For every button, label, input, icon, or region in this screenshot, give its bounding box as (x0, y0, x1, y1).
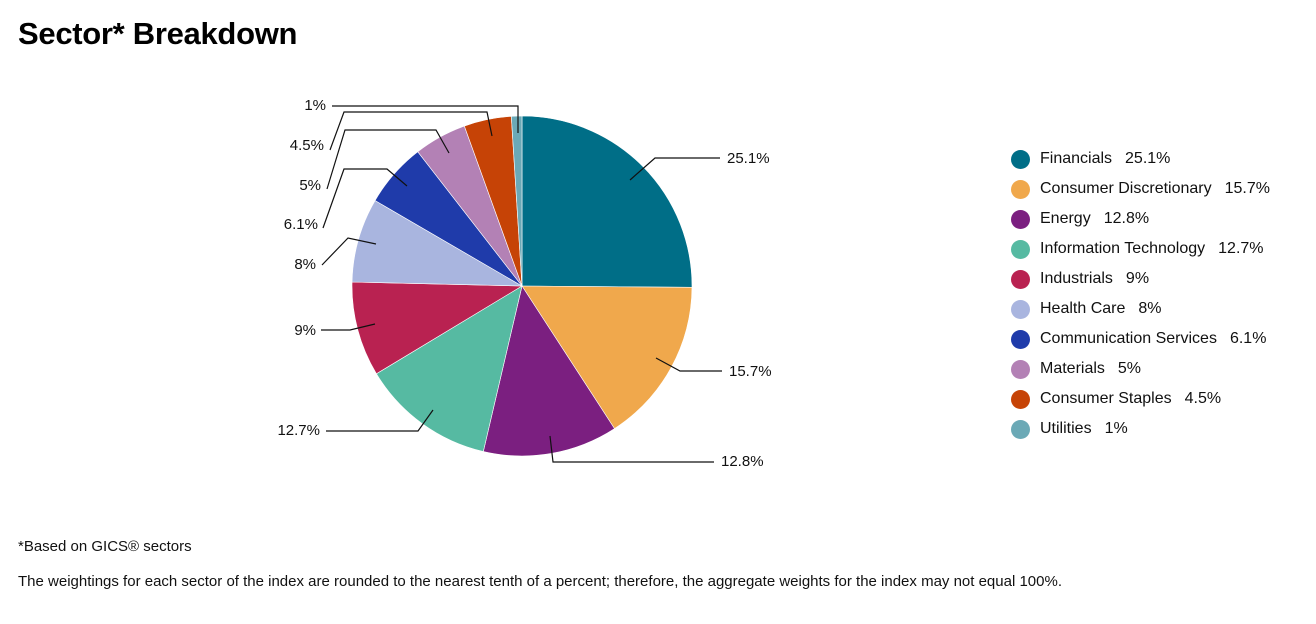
callout-label: 4.5% (290, 137, 324, 154)
legend-swatch-icon (1011, 209, 1030, 229)
callout-leader-line (629, 157, 720, 181)
legend-item-communication-services: Communication Services 6.1% (1011, 324, 1270, 354)
legend-swatch-icon (1011, 329, 1030, 349)
callout-label: 6.1% (284, 216, 318, 233)
legend-value: 6.1% (1229, 330, 1267, 347)
chart-legend: Financials 25.1% Consumer Discretionary 15.… (1011, 144, 1270, 444)
legend-value: 5% (1117, 360, 1142, 377)
legend-label: Financials (1040, 150, 1113, 167)
legend-item-information-technology: Information Technology 12.7% (1011, 234, 1270, 264)
callout-label: 12.7% (277, 422, 320, 439)
legend-label: Industrials (1040, 270, 1113, 287)
callout-label: 15.7% (729, 363, 772, 380)
legend-label: Utilities (1040, 420, 1092, 437)
legend-swatch-icon (1011, 149, 1030, 169)
callout-leader-line (329, 111, 493, 151)
callout-leader-line (322, 168, 408, 229)
legend-label: Communication Services (1040, 330, 1217, 347)
callout-leader-line (326, 129, 450, 190)
legend-label: Materials (1040, 360, 1105, 377)
legend-swatch-icon (1011, 239, 1030, 259)
legend-value: 1% (1104, 420, 1128, 437)
legend-value: 25.1% (1125, 150, 1171, 167)
legend-label: Energy (1040, 210, 1091, 227)
legend-swatch-icon (1011, 359, 1030, 379)
legend-value: 12.7% (1218, 240, 1264, 257)
legend-item-financials: Financials 25.1% (1011, 144, 1270, 174)
legend-value: 15.7% (1224, 180, 1270, 197)
legend-value: 4.5% (1184, 390, 1222, 407)
legend-item-industrials: Industrials 9% (1011, 264, 1270, 294)
footnote-gics: *Based on GICS® sectors (18, 538, 192, 555)
page-title: Sector* Breakdown (18, 16, 298, 51)
legend-swatch-icon (1011, 299, 1030, 319)
legend-label: Health Care (1040, 300, 1126, 317)
callout-label: 1% (304, 97, 326, 114)
legend-value: 12.8% (1103, 210, 1150, 227)
legend-value: 9% (1125, 270, 1150, 287)
legend-item-utilities: Utilities 1% (1011, 414, 1270, 444)
legend-swatch-icon (1011, 269, 1030, 289)
callout-leader-line (549, 435, 714, 463)
callout-label: 5% (299, 177, 321, 194)
footnote-rounding: The weightings for each sector of the in… (18, 573, 1062, 590)
legend-item-health-care: Health Care 8% (1011, 294, 1270, 324)
legend-label: Information Technology (1040, 240, 1206, 257)
pie-slice-industrials (351, 281, 524, 375)
pie-slice-utilities (510, 115, 523, 287)
legend-item-energy: Energy 12.8% (1011, 204, 1270, 234)
legend-swatch-icon (1011, 179, 1030, 199)
callout-leader-line (655, 357, 722, 372)
callout-leader-line (321, 237, 377, 266)
callout-label: 25.1% (727, 150, 770, 167)
callout-leader-line (326, 409, 434, 432)
pie-slice-consumer-discretionary (521, 285, 693, 430)
callout-label: 8% (294, 256, 316, 273)
callout-leader-line (321, 323, 376, 331)
callout-label: 12.8% (721, 453, 764, 470)
pie-slice-energy (482, 285, 615, 457)
legend-value: 8% (1138, 300, 1162, 317)
pie-slices (351, 115, 693, 457)
legend-label: Consumer Staples (1040, 390, 1172, 407)
legend-item-materials: Materials 5% (1011, 354, 1270, 384)
legend-swatch-icon (1011, 419, 1030, 439)
callout-leader-line (332, 105, 519, 133)
legend-item-consumer-discretionary: Consumer Discretionary 15.7% (1011, 174, 1270, 204)
legend-item-consumer-staples: Consumer Staples 4.5% (1011, 384, 1270, 414)
legend-label: Consumer Discretionary (1040, 180, 1212, 197)
pie-callouts: 25.1% 15.7% 12.8% 12.7% 9% 8% 6.1% 5% 4.5% 1% (277, 97, 771, 470)
pie-slice-financials (521, 115, 693, 288)
callout-label: 9% (294, 322, 316, 339)
legend-swatch-icon (1011, 389, 1030, 409)
pie-slice-information-technology (375, 285, 523, 452)
